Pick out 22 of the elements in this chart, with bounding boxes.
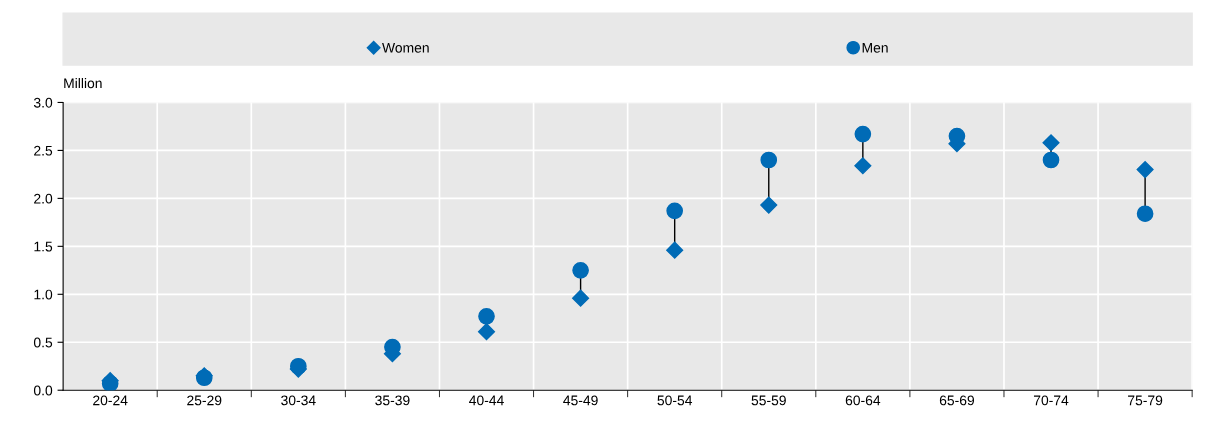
x-tick-label: 65-69: [939, 395, 975, 406]
legend-label: Women: [382, 42, 429, 53]
x-tick-label: 40-44: [469, 395, 504, 406]
x-tick-label: 45-49: [563, 395, 598, 406]
y-tick-label: 1.5: [34, 241, 53, 252]
y-tick-label: 3.0: [33, 97, 53, 108]
legend-label: Men: [862, 42, 888, 53]
y-axis-title: Million: [64, 78, 102, 89]
x-tick-label: 25-29: [187, 395, 222, 406]
x-tick-label: 20-24: [93, 395, 128, 406]
y-tick-label: 1.0: [34, 289, 53, 300]
x-tick-label: 50-54: [657, 395, 693, 406]
x-tick-label: 75-79: [1128, 395, 1163, 406]
x-tick-label: 30-34: [281, 395, 316, 406]
x-tick-label: 60-64: [845, 395, 881, 406]
y-tick-label: 0.0: [33, 385, 53, 396]
y-tick-label: 2.0: [34, 193, 53, 204]
x-tick-label: 35-39: [375, 395, 410, 406]
y-tick-label: 2.5: [34, 145, 53, 156]
x-tick-label: 70-74: [1033, 395, 1069, 406]
x-tick-label: 55-59: [751, 395, 786, 406]
y-tick-label: 0.5: [33, 337, 53, 348]
